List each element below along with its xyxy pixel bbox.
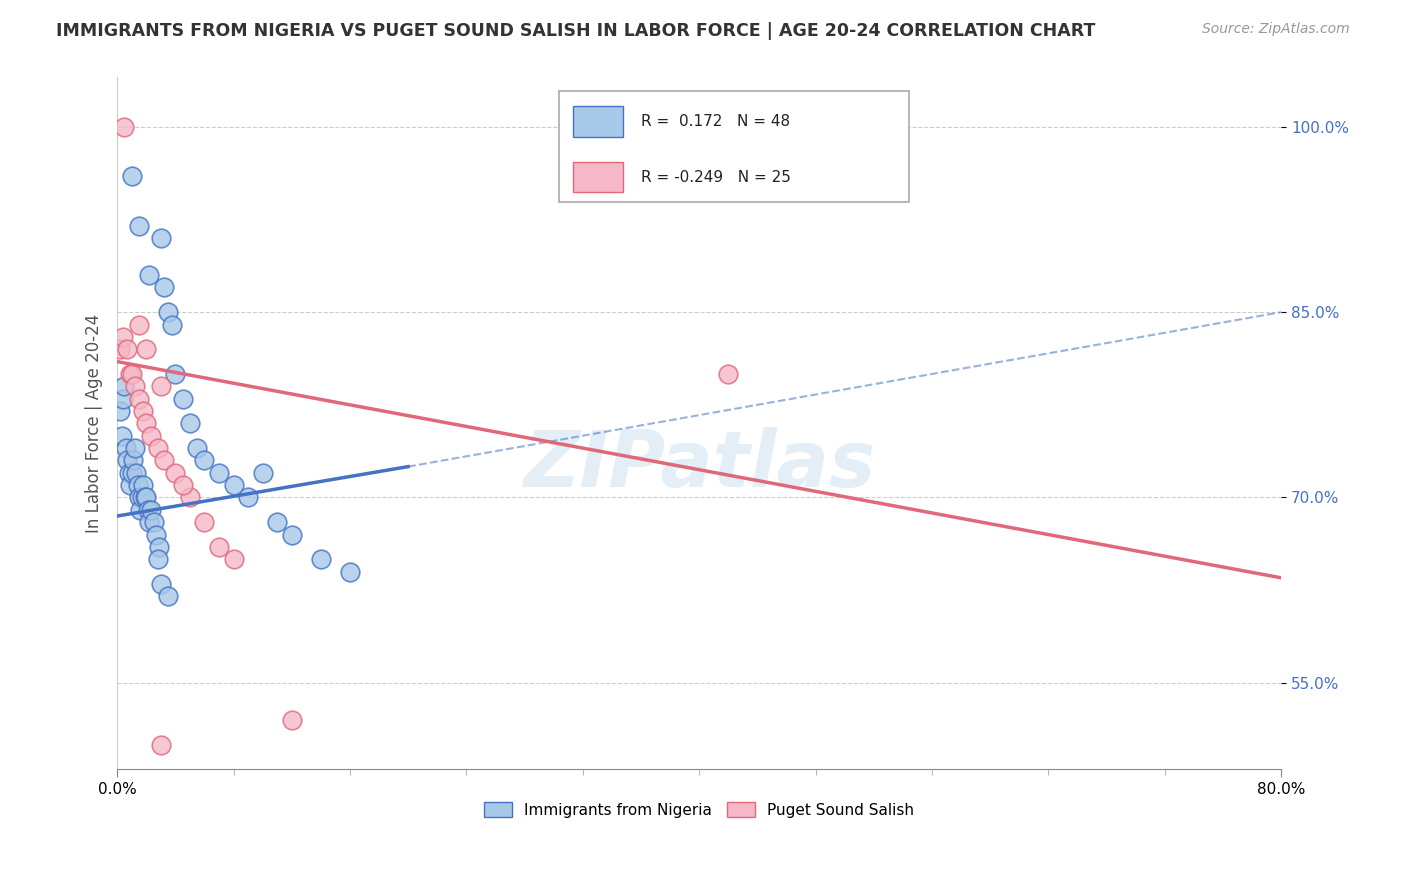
Point [157,305,180,319]
Point [162,318,184,332]
Point [108,404,131,418]
Point [139,428,162,442]
Point [136,503,159,517]
Point [146,441,169,455]
Point [186,441,208,455]
Point [145,527,167,541]
Point [124,441,146,455]
Point [120,367,142,381]
Point [281,713,304,727]
Point [132,478,155,492]
Point [108,343,131,357]
Point [152,280,174,294]
Point [139,503,162,517]
Point [121,169,143,184]
Point [236,491,259,505]
Point [142,515,165,529]
Point [132,404,155,418]
Point [129,503,152,517]
Point [208,466,231,480]
Point [146,552,169,566]
Point [115,441,138,455]
FancyBboxPatch shape [574,106,623,137]
Legend: Immigrants from Nigeria, Puget Sound Salish: Immigrants from Nigeria, Puget Sound Sal… [478,796,920,824]
Point [252,466,274,480]
Point [127,478,149,492]
Point [179,491,201,505]
Point [193,515,215,529]
Point [138,515,160,529]
Point [135,343,157,357]
Text: R = -0.249   N = 25: R = -0.249 N = 25 [641,169,790,185]
FancyBboxPatch shape [574,161,623,193]
Point [114,120,136,134]
Point [128,318,150,332]
Point [134,491,156,505]
Point [222,552,245,566]
Point [717,367,740,381]
Point [135,491,157,505]
Point [222,478,245,492]
Text: IMMIGRANTS FROM NIGERIA VS PUGET SOUND SALISH IN LABOR FORCE | AGE 20-24 CORRELA: IMMIGRANTS FROM NIGERIA VS PUGET SOUND S… [56,22,1095,40]
Point [135,417,157,431]
Point [124,379,146,393]
Point [149,379,172,393]
Point [117,453,139,467]
Point [122,453,145,467]
Point [281,527,304,541]
Point [309,552,332,566]
Point [157,590,180,604]
Point [111,392,134,406]
Point [172,478,194,492]
Point [125,466,148,480]
Text: ZIPatlas: ZIPatlas [523,427,876,503]
Point [114,379,136,393]
Point [208,540,231,554]
Point [121,466,143,480]
Point [138,268,160,282]
Point [193,453,215,467]
Point [339,565,361,579]
Point [165,367,187,381]
Point [149,231,172,245]
Point [152,453,174,467]
Point [118,466,141,480]
Point [179,417,201,431]
Point [128,219,150,233]
Point [148,540,170,554]
Point [110,428,132,442]
Point [128,491,150,505]
Point [165,466,187,480]
Text: Source: ZipAtlas.com: Source: ZipAtlas.com [1202,22,1350,37]
Point [131,491,153,505]
Point [149,577,172,591]
Point [117,343,139,357]
Point [266,515,288,529]
Point [121,367,143,381]
Point [149,738,172,752]
Point [128,392,150,406]
Point [172,392,194,406]
Y-axis label: In Labor Force | Age 20-24: In Labor Force | Age 20-24 [86,314,103,533]
Text: R =  0.172   N = 48: R = 0.172 N = 48 [641,114,790,129]
FancyBboxPatch shape [560,91,908,202]
Point [111,330,134,344]
Point [120,478,142,492]
